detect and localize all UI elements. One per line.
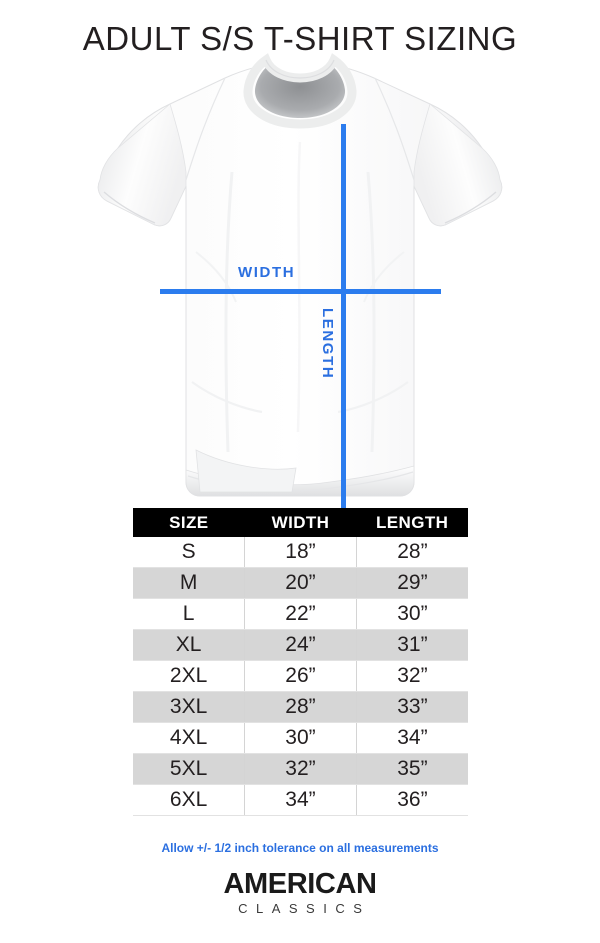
cell-width: 34” xyxy=(244,784,357,816)
table-row: 2XL 26” 32” xyxy=(133,660,468,692)
column-header-width: WIDTH xyxy=(244,508,357,537)
tshirt-diagram: WIDTH LENGTH xyxy=(0,52,600,542)
table-row: XL 24” 31” xyxy=(133,629,468,661)
cell-length: 29” xyxy=(356,567,468,599)
cell-length: 28” xyxy=(356,537,468,568)
size-chart-table: SIZE WIDTH LENGTH S 18” 28” M 20” 29” L … xyxy=(133,508,468,816)
cell-size: 6XL xyxy=(133,784,246,816)
cell-width: 20” xyxy=(244,567,357,599)
column-header-length: LENGTH xyxy=(356,508,468,537)
table-row: 5XL 32” 35” xyxy=(133,753,468,785)
table-row: 4XL 30” 34” xyxy=(133,722,468,754)
column-header-size: SIZE xyxy=(133,508,245,537)
cell-length: 36” xyxy=(356,784,468,816)
page-title: ADULT S/S T-SHIRT SIZING xyxy=(82,20,518,57)
cell-length: 33” xyxy=(356,691,468,723)
length-measure-line xyxy=(341,124,346,542)
cell-length: 34” xyxy=(356,722,468,754)
cell-width: 18” xyxy=(244,537,357,568)
table-row: S 18” 28” xyxy=(133,537,468,568)
cell-length: 35” xyxy=(356,753,468,785)
cell-width: 26” xyxy=(244,660,357,692)
table-row: 3XL 28” 33” xyxy=(133,691,468,723)
cell-size: M xyxy=(133,567,246,599)
cell-size: 2XL xyxy=(133,660,246,692)
cell-width: 30” xyxy=(244,722,357,754)
tshirt-illustration-icon xyxy=(97,53,503,497)
width-measure-line xyxy=(160,289,441,294)
cell-width: 24” xyxy=(244,629,357,661)
cell-length: 31” xyxy=(356,629,468,661)
cell-size: XL xyxy=(133,629,246,661)
cell-size: 3XL xyxy=(133,691,246,723)
brand-name-american: AMERICAN xyxy=(223,868,377,900)
table-row: L 22” 30” xyxy=(133,598,468,630)
cell-length: 32” xyxy=(356,660,468,692)
brand-name-classics: CLASSICS xyxy=(238,901,371,916)
cell-width: 28” xyxy=(244,691,357,723)
table-row: 6XL 34” 36” xyxy=(133,784,468,816)
length-label: LENGTH xyxy=(319,308,336,380)
cell-size: 4XL xyxy=(133,722,246,754)
cell-size: L xyxy=(133,598,246,630)
tolerance-note: Allow +/- 1/2 inch tolerance on all meas… xyxy=(161,841,439,855)
cell-width: 22” xyxy=(244,598,357,630)
cell-width: 32” xyxy=(244,753,357,785)
table-header-row: SIZE WIDTH LENGTH xyxy=(133,508,468,537)
cell-length: 30” xyxy=(356,598,468,630)
width-label: WIDTH xyxy=(238,264,296,281)
cell-size: 5XL xyxy=(133,753,246,785)
cell-size: S xyxy=(133,537,246,568)
table-row: M 20” 29” xyxy=(133,567,468,599)
